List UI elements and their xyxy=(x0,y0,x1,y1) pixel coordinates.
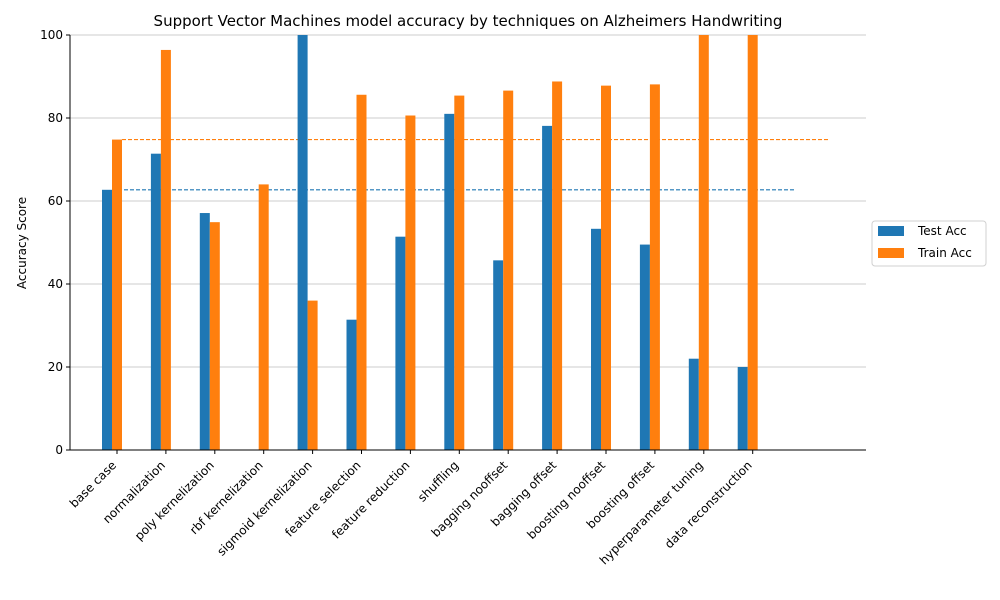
legend-swatch-train xyxy=(878,248,904,258)
bar-test xyxy=(688,358,699,450)
bar-train xyxy=(698,35,709,450)
bar-test xyxy=(639,244,650,450)
bar-test xyxy=(542,125,553,450)
bar-train xyxy=(112,139,122,450)
bar-train xyxy=(258,184,269,450)
x-tick-label: base case xyxy=(67,458,119,510)
bar-train xyxy=(405,115,416,450)
x-tick-label: sigmoid kernelization xyxy=(214,458,314,558)
y-tick-label: 0 xyxy=(55,443,63,457)
y-tick-label: 20 xyxy=(48,360,63,374)
bar-train xyxy=(356,94,367,450)
bar-train xyxy=(552,81,563,450)
bar-test xyxy=(199,213,210,450)
bar-train xyxy=(503,90,514,451)
legend-label-train: Train Acc xyxy=(917,246,972,260)
legend-label-test: Test Acc xyxy=(917,224,967,238)
y-axis-label: Accuracy Score xyxy=(15,197,29,289)
legend: Test Acc Train Acc xyxy=(871,220,987,267)
bar-test xyxy=(150,153,161,450)
reference-lines xyxy=(112,138,830,191)
y-tick-label: 60 xyxy=(48,194,63,208)
bar-train xyxy=(747,35,758,450)
bar-train xyxy=(160,49,171,450)
bar-test xyxy=(346,319,357,450)
y-tick-label: 40 xyxy=(48,277,63,291)
axes xyxy=(69,35,866,451)
bar-test xyxy=(395,236,406,450)
bar-train xyxy=(454,95,465,450)
x-tick-label: shuffling xyxy=(415,458,461,504)
legend-swatch-test xyxy=(878,226,904,236)
bar-train xyxy=(209,222,220,450)
y-tick-label: 100 xyxy=(40,28,63,42)
bar-train xyxy=(601,85,611,450)
y-tick-label: 80 xyxy=(48,111,63,125)
bars xyxy=(102,35,758,451)
x-tick-label: data reconstruction xyxy=(662,458,755,551)
bar-test xyxy=(737,367,748,450)
chart-title: Support Vector Machines model accuracy b… xyxy=(154,12,783,30)
bar-test xyxy=(444,113,455,450)
y-axis-ticks: 0 20 40 60 80 100 xyxy=(40,28,70,457)
bar-train xyxy=(649,84,660,450)
bar-test xyxy=(493,260,504,450)
bar-test xyxy=(102,189,112,451)
bar-test xyxy=(297,35,308,450)
bar-train xyxy=(307,300,318,450)
bar-test xyxy=(591,228,601,450)
